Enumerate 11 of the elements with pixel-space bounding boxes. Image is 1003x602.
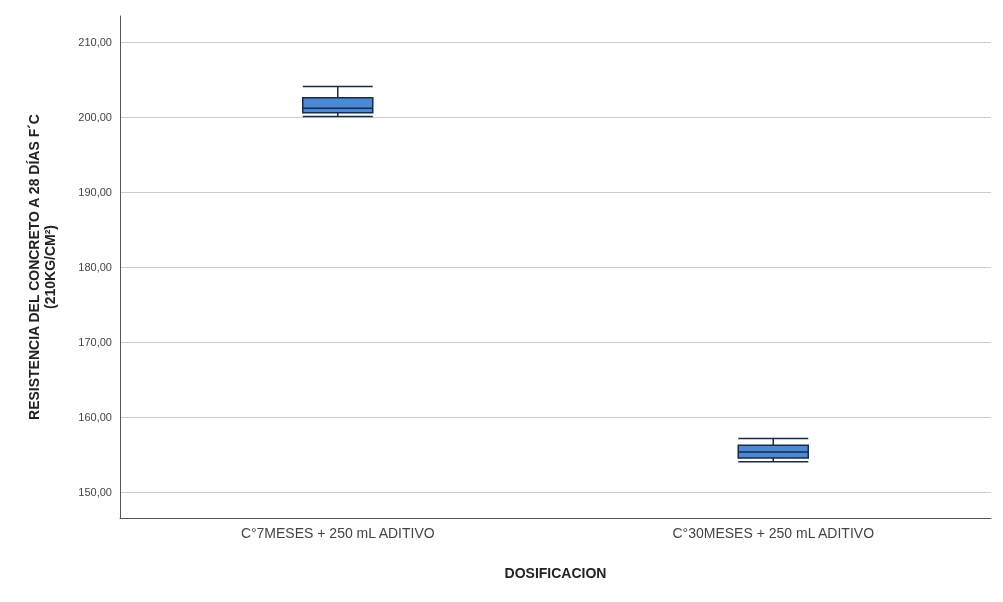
y-tick-label: 170,00 xyxy=(78,335,112,348)
y-tick-label: 160,00 xyxy=(78,410,112,423)
y-tick-label: 180,00 xyxy=(78,261,112,273)
y-tick-label: 200,00 xyxy=(78,111,112,124)
x-tick-label: C°30MESES + 250 mL ADITIVO xyxy=(672,525,875,541)
x-axis-title: DOSIFICACION xyxy=(504,565,607,581)
y-axis-title: RESISTENCIA DEL CONCRETO A 28 DÍAS F´C (210KG/CM²) xyxy=(26,114,58,420)
y-tick-label: 210,00 xyxy=(78,36,112,49)
y-tick-label: 150,00 xyxy=(78,485,112,498)
x-tick-label: C°7MESES + 250 mL ADITIVO xyxy=(240,525,435,541)
y-tick-label: 190,00 xyxy=(78,186,112,199)
